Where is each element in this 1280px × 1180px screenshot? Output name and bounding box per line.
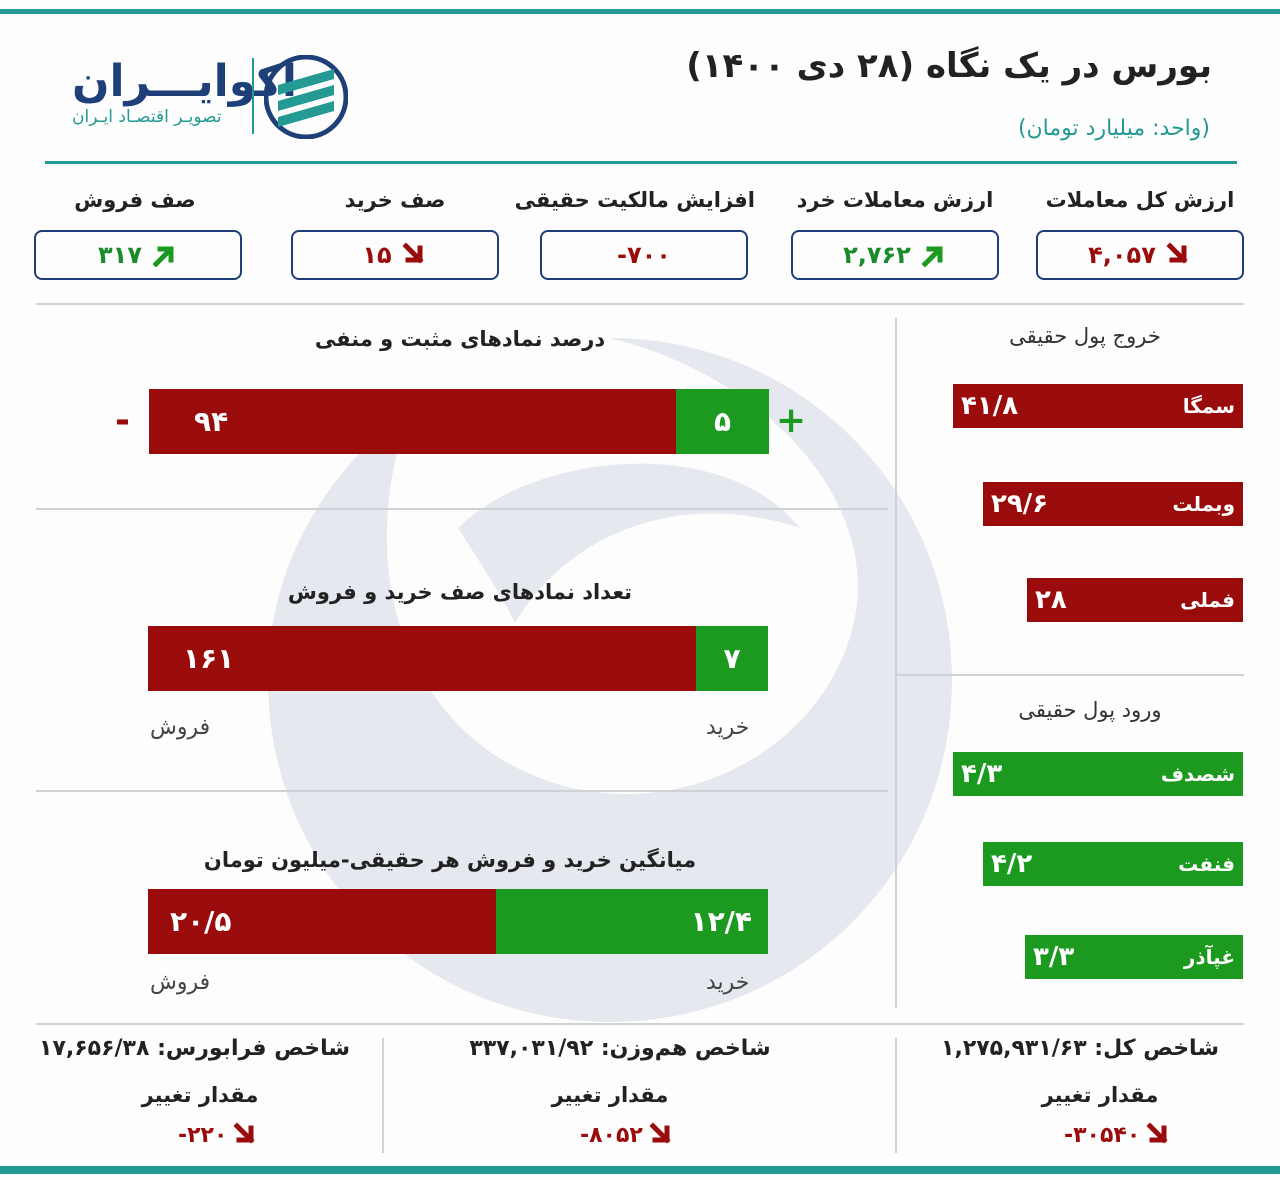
divider — [895, 1038, 897, 1153]
index-equal-change-value: -۸۰۵۲ — [580, 1122, 643, 1148]
bottom-accent-line — [0, 1166, 1280, 1174]
divider — [382, 1038, 384, 1153]
index-equal-title: شاخص هم‌وزن: ۳۳۷,۰۳۱/۹۲ — [469, 1036, 771, 1061]
divider — [36, 508, 888, 510]
inflow-symbol: فنفت — [1178, 852, 1235, 876]
inflow-value: ۴/۳ — [961, 759, 1003, 789]
buy-label: خرید — [706, 970, 750, 995]
arrow-up-icon — [921, 246, 943, 268]
page-title: بورس در یک نگاه (۲۸ دی ۱۴۰۰) — [686, 46, 1212, 86]
outflow-value: ۲۹/۶ — [991, 489, 1049, 519]
inflow-symbol: غپآذر — [1183, 945, 1235, 969]
section-title-avg: میانگین خرید و فروش هر حقیقی-میلیون توما… — [203, 848, 697, 872]
divider — [895, 318, 897, 1008]
section-title-pos-neg: درصد نمادهای مثبت و منفی — [314, 327, 606, 351]
inflow-value: ۳/۳ — [1033, 942, 1075, 972]
arrow-down-icon — [233, 1122, 255, 1144]
index-equal-change-label: مقدار تغییر — [551, 1083, 669, 1107]
inflow-bar: ۳/۳ غپآذر — [1025, 935, 1243, 979]
sell-label: فروش — [150, 715, 211, 740]
index-total-change-value: -۳۰۵۴۰ — [1064, 1122, 1141, 1148]
avg-sell-bar: ۲۰/۵ — [148, 889, 496, 954]
logo-separator — [252, 58, 254, 134]
stat-label-buy-queue: صف خرید — [344, 188, 446, 212]
arrow-down-icon — [1166, 242, 1188, 264]
divider — [36, 303, 1244, 305]
index-total-title: شاخص کل: ۱,۲۷۵,۹۳۱/۶۳ — [941, 1036, 1219, 1061]
inflow-bar: ۴/۳ شصدف — [953, 752, 1243, 796]
avg-buy-value: ۱۲/۴ — [690, 905, 753, 938]
stat-box-sell-queue: ۳۱۷ — [34, 230, 242, 280]
arrow-down-icon — [649, 1122, 671, 1144]
sell-label: فروش — [150, 970, 211, 995]
stat-value-real-ownership: -۷۰۰ — [617, 241, 671, 269]
unit-subtitle: (واحد: میلیارد تومان) — [1017, 116, 1210, 141]
index-total-change: -۳۰۵۴۰ — [1064, 1122, 1172, 1148]
outflow-bar: ۲۹/۶ وبملت — [983, 482, 1243, 526]
positive-bar: ۵ — [676, 389, 769, 454]
index-fara-title: شاخص فرابورس: ۱۷,۶۵۶/۳۸ — [39, 1036, 350, 1061]
arrow-down-icon — [402, 242, 424, 264]
stat-label-real-ownership: افزایش مالکیت حقیقی — [514, 188, 755, 212]
stat-box-retail-value: ۲,۷۶۲ — [791, 230, 999, 280]
stat-value-total: ۴,۰۵۷ — [1088, 241, 1156, 269]
divider — [36, 1023, 1244, 1025]
index-fara-change-value: -۲۲۰ — [178, 1122, 228, 1148]
negative-bar: ۹۴ — [149, 389, 676, 454]
logo-tagline: تصویـر اقتصـاد ایـران — [72, 107, 222, 127]
stat-box-real-ownership: -۷۰۰ — [540, 230, 748, 280]
stat-box-buy-queue: ۱۵ — [291, 230, 499, 280]
index-fara-change: -۲۲۰ — [178, 1122, 259, 1148]
divider — [897, 674, 1244, 676]
outflow-symbol: فملی — [1180, 588, 1235, 612]
watermark-logo — [268, 338, 952, 1022]
negative-value: ۹۴ — [194, 405, 229, 438]
outflow-bar: ۲۸ فملی — [1027, 578, 1243, 622]
inflow-value: ۴/۲ — [991, 849, 1033, 879]
header-rule — [45, 161, 1237, 164]
avg-sell-value: ۲۰/۵ — [170, 905, 232, 938]
stat-label-retail-value: ارزش معاملات خرد — [796, 188, 994, 212]
outflow-value: ۲۸ — [1035, 585, 1067, 615]
index-total-change-label: مقدار تغییر — [1041, 1083, 1159, 1107]
sell-count-value: ۱۶۱ — [183, 642, 235, 675]
positive-value: ۵ — [713, 405, 732, 438]
outflow-title: خروج پول حقیقی — [1009, 324, 1161, 348]
arrow-down-icon — [1146, 1122, 1168, 1144]
top-accent-line — [0, 9, 1280, 14]
inflow-bar: ۴/۲ فنفت — [983, 842, 1243, 886]
stat-label-total-value: ارزش کل معاملات — [1045, 188, 1235, 212]
inflow-title: ورود پول حقیقی — [1018, 698, 1162, 722]
inflow-symbol: شصدف — [1160, 762, 1235, 786]
outflow-symbol: وبملت — [1172, 492, 1235, 516]
divider — [36, 790, 888, 792]
outflow-symbol: سمگا — [1182, 394, 1235, 418]
index-fara-change-label: مقدار تغییر — [141, 1083, 259, 1107]
buy-count-value: ۷ — [723, 642, 741, 675]
section-title-queue-counts: تعداد نمادهای صف خرید و فروش — [287, 580, 633, 604]
arrow-up-icon — [152, 246, 174, 268]
index-equal-change: -۸۰۵۲ — [580, 1122, 675, 1148]
positive-sign: + — [776, 400, 807, 441]
buy-label: خرید — [706, 715, 750, 740]
outflow-value: ۴۱/۸ — [961, 391, 1019, 421]
stat-label-sell-queue: صف فروش — [74, 188, 196, 212]
logo-name: اکوایـــران — [72, 56, 297, 107]
outflow-bar: ۴۱/۸ سمگا — [953, 384, 1243, 428]
buy-count-bar: ۷ — [696, 626, 768, 691]
stat-box-total-value: ۴,۰۵۷ — [1036, 230, 1244, 280]
sell-count-bar: ۱۶۱ — [148, 626, 696, 691]
stat-value-retail: ۲,۷۶۲ — [843, 241, 911, 269]
logo-icon — [264, 55, 348, 139]
stat-value-buy-queue: ۱۵ — [362, 241, 392, 269]
avg-buy-bar: ۱۲/۴ — [496, 889, 768, 954]
stat-value-sell-queue: ۳۱۷ — [98, 241, 142, 269]
negative-sign: - — [115, 400, 130, 441]
